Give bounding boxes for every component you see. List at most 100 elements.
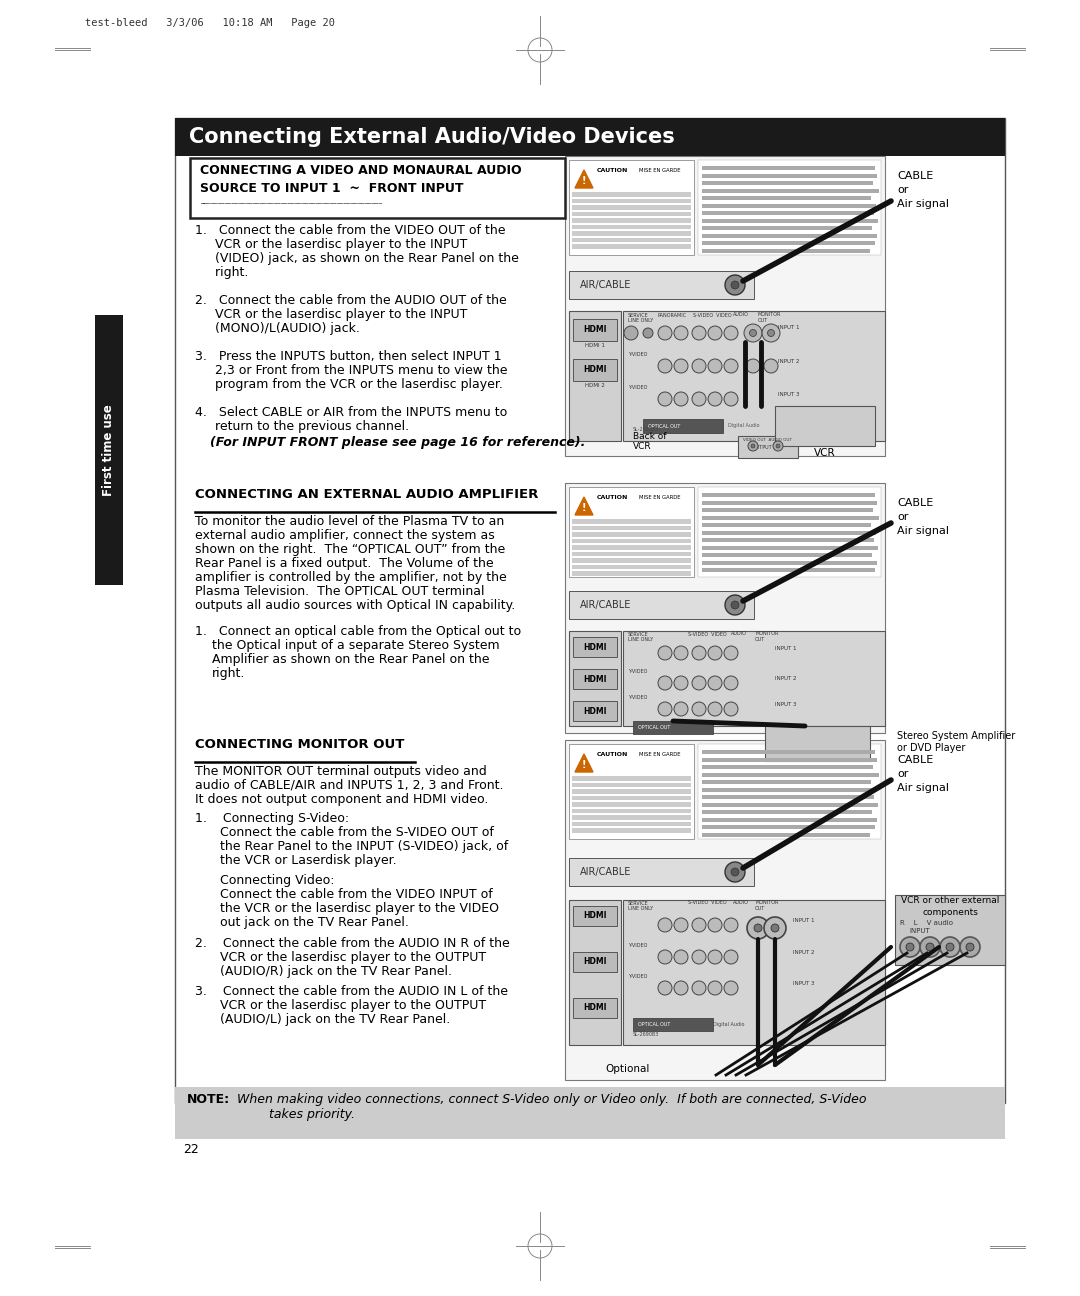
Circle shape: [724, 981, 738, 995]
Text: 2.   Connect the cable from the AUDIO OUT of the: 2. Connect the cable from the AUDIO OUT …: [195, 294, 507, 307]
Text: (AUDIO/R) jack on the TV Rear Panel.: (AUDIO/R) jack on the TV Rear Panel.: [220, 966, 453, 978]
Text: MONITOR: MONITOR: [755, 899, 779, 905]
Bar: [572, 796, 691, 800]
Text: MISE EN GARDE: MISE EN GARDE: [639, 168, 680, 172]
Circle shape: [708, 950, 723, 964]
Text: AUDIO: AUDIO: [733, 899, 748, 905]
Bar: [702, 826, 875, 829]
Text: To monitor the audio level of the Plasma TV to an: To monitor the audio level of the Plasma…: [195, 515, 504, 527]
Text: AUDIO: AUDIO: [733, 312, 748, 318]
Bar: [702, 203, 876, 207]
Text: INPUT 3: INPUT 3: [778, 391, 799, 397]
Bar: [702, 546, 878, 550]
Bar: [702, 508, 873, 512]
Text: the Optical input of a separate Stereo System: the Optical input of a separate Stereo S…: [212, 639, 500, 652]
Circle shape: [692, 981, 706, 995]
Text: OUTPUT: OUTPUT: [753, 445, 772, 450]
Text: AUDIO: AUDIO: [731, 631, 747, 636]
Text: INPUT 2: INPUT 2: [775, 677, 797, 680]
Circle shape: [777, 445, 780, 448]
Bar: [569, 487, 694, 577]
Circle shape: [658, 391, 672, 406]
Text: SL-2690B3: SL-2690B3: [633, 426, 660, 432]
Bar: [702, 818, 877, 822]
Text: VCR or the laserdisc player to the OUTPUT: VCR or the laserdisc player to the OUTPU…: [220, 951, 486, 964]
Text: HDMI: HDMI: [583, 325, 607, 334]
Bar: [738, 435, 798, 457]
Bar: [572, 231, 691, 236]
Text: MONITOR: MONITOR: [755, 631, 779, 636]
Circle shape: [692, 327, 706, 340]
Circle shape: [724, 645, 738, 660]
Bar: [572, 211, 691, 216]
Bar: [702, 560, 877, 565]
Text: CONNECTING AN EXTERNAL AUDIO AMPLIFIER: CONNECTING AN EXTERNAL AUDIO AMPLIFIER: [195, 489, 538, 502]
Bar: [702, 500, 877, 504]
Bar: [765, 726, 870, 761]
Bar: [95, 315, 123, 584]
Text: CONNECTING A VIDEO AND MONAURAL AUDIO: CONNECTING A VIDEO AND MONAURAL AUDIO: [200, 165, 522, 178]
Circle shape: [674, 918, 688, 932]
Circle shape: [940, 937, 960, 956]
Bar: [698, 159, 881, 255]
Text: CONNECTING MONITOR OUT: CONNECTING MONITOR OUT: [195, 737, 404, 750]
Text: Y-VIDEO: Y-VIDEO: [627, 695, 647, 700]
Circle shape: [674, 327, 688, 340]
Text: SERVICE: SERVICE: [627, 632, 649, 638]
Circle shape: [724, 327, 738, 340]
Circle shape: [724, 359, 738, 373]
Bar: [572, 789, 691, 793]
Text: CABLE
or
Air signal: CABLE or Air signal: [897, 498, 949, 537]
Text: components: components: [922, 908, 977, 918]
Text: CAUTION: CAUTION: [597, 168, 629, 172]
Bar: [572, 198, 691, 203]
Circle shape: [658, 702, 672, 715]
Circle shape: [674, 677, 688, 689]
Text: shown on the right.  The “OPTICAL OUT” from the: shown on the right. The “OPTICAL OUT” fr…: [195, 543, 505, 556]
Text: Plasma Television.  The OPTICAL OUT terminal: Plasma Television. The OPTICAL OUT termi…: [195, 584, 485, 597]
Bar: [572, 783, 691, 787]
Bar: [702, 524, 870, 527]
Text: the VCR or Laserdisk player.: the VCR or Laserdisk player.: [220, 854, 396, 867]
Text: When making video connections, connect S-Video only or Video only.  If both are : When making video connections, connect S…: [237, 1093, 866, 1105]
Text: Rear Panel is a fixed output.  The Volume of the: Rear Panel is a fixed output. The Volume…: [195, 557, 494, 570]
Text: VCR or the laserdisc player to the INPUT: VCR or the laserdisc player to the INPUT: [195, 238, 468, 251]
Circle shape: [643, 328, 653, 338]
Circle shape: [724, 391, 738, 406]
Circle shape: [744, 324, 762, 342]
Text: Y-VIDEO: Y-VIDEO: [627, 943, 647, 947]
Text: right.: right.: [195, 266, 248, 279]
Bar: [190, 158, 565, 218]
Bar: [702, 492, 875, 496]
Circle shape: [624, 327, 638, 340]
Circle shape: [692, 918, 706, 932]
Circle shape: [747, 918, 769, 940]
Text: MISE EN GARDE: MISE EN GARDE: [639, 495, 680, 500]
Text: NOTE:: NOTE:: [187, 1093, 230, 1105]
Text: 1.   Connect an optical cable from the Optical out to: 1. Connect an optical cable from the Opt…: [195, 625, 522, 638]
Text: CABLE
or
Air signal: CABLE or Air signal: [897, 171, 949, 209]
Bar: [702, 757, 877, 762]
Bar: [572, 539, 691, 543]
Text: Connecting Video:: Connecting Video:: [220, 874, 335, 886]
Text: INPUT 3: INPUT 3: [775, 702, 797, 708]
Text: SERVICE: SERVICE: [627, 314, 649, 318]
Text: 3.   Press the INPUTS button, then select INPUT 1: 3. Press the INPUTS button, then select …: [195, 350, 501, 363]
Circle shape: [750, 329, 756, 337]
Bar: [573, 906, 617, 927]
Text: the Rear Panel to the INPUT (S-VIDEO) jack, of: the Rear Panel to the INPUT (S-VIDEO) ja…: [220, 840, 509, 853]
Bar: [702, 794, 874, 800]
Circle shape: [920, 937, 940, 956]
Bar: [702, 241, 875, 245]
Bar: [633, 1017, 713, 1032]
Text: S-VIDEO  VIDEO: S-VIDEO VIDEO: [693, 314, 731, 318]
Text: 2.    Connect the cable from the AUDIO IN R of the: 2. Connect the cable from the AUDIO IN R…: [195, 937, 510, 950]
Text: OUT: OUT: [758, 318, 768, 323]
Text: amplifier is controlled by the amplifier, not by the: amplifier is controlled by the amplifier…: [195, 572, 507, 584]
Text: LINE ONLY: LINE ONLY: [627, 638, 653, 642]
Bar: [569, 311, 621, 441]
Text: SERVICE: SERVICE: [627, 901, 649, 906]
Text: The MONITOR OUT terminal outputs video and: The MONITOR OUT terminal outputs video a…: [195, 765, 487, 778]
Circle shape: [900, 937, 920, 956]
Bar: [702, 181, 873, 185]
